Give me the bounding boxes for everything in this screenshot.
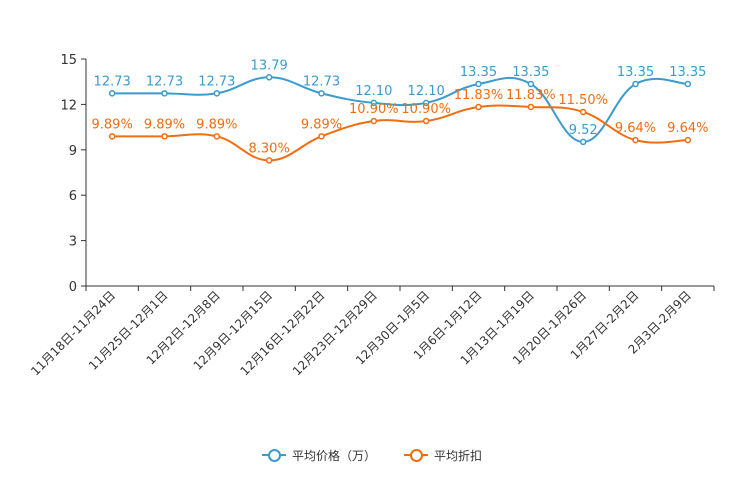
data-point[interactable] bbox=[265, 157, 273, 164]
legend-discount-line-icon bbox=[404, 449, 428, 462]
data-label: 13.35 bbox=[460, 65, 497, 80]
legend-price-line-icon bbox=[261, 449, 286, 462]
data-label: 13.35 bbox=[512, 65, 549, 80]
data-point[interactable] bbox=[475, 103, 482, 111]
data-point[interactable] bbox=[527, 80, 535, 88]
legend-item-discount[interactable]: 平均折扣 bbox=[404, 447, 482, 464]
y-tick-label: 9 bbox=[69, 144, 77, 159]
data-label: 12.10 bbox=[408, 84, 445, 99]
data-point[interactable] bbox=[318, 90, 325, 97]
data-point[interactable] bbox=[632, 136, 639, 144]
data-label: 8.30% bbox=[249, 141, 290, 156]
data-point[interactable] bbox=[265, 74, 273, 81]
data-point[interactable] bbox=[161, 90, 168, 97]
y-tick-label: 3 bbox=[69, 235, 77, 250]
x-tick-label: 11月18日-11月24日 bbox=[28, 288, 118, 378]
data-label: 12.73 bbox=[198, 74, 235, 89]
data-point[interactable] bbox=[632, 80, 639, 88]
data-label: 10.90% bbox=[349, 102, 399, 117]
data-point[interactable] bbox=[318, 133, 325, 140]
data-point[interactable] bbox=[213, 90, 221, 97]
y-tick-label: 15 bbox=[60, 53, 77, 68]
data-label: 13.35 bbox=[617, 65, 654, 80]
data-label: 9.89% bbox=[92, 117, 133, 132]
legend-price-label: 平均价格（万） bbox=[291, 448, 376, 463]
data-label: 11.50% bbox=[558, 93, 608, 108]
data-label: 10.90% bbox=[401, 102, 451, 117]
legend-discount-label: 平均折扣 bbox=[434, 448, 483, 463]
data-label: 9.89% bbox=[301, 117, 342, 132]
data-label: 11.83% bbox=[454, 88, 504, 103]
data-label: 13.79 bbox=[251, 58, 288, 73]
data-point[interactable] bbox=[370, 117, 378, 125]
data-point[interactable] bbox=[422, 117, 430, 125]
data-point[interactable] bbox=[213, 133, 221, 140]
data-point[interactable] bbox=[422, 99, 430, 107]
y-tick-label: 6 bbox=[69, 189, 77, 204]
data-label: 13.35 bbox=[669, 65, 706, 80]
data-point[interactable] bbox=[527, 103, 535, 111]
data-point[interactable] bbox=[684, 80, 692, 88]
data-label: 9.89% bbox=[144, 117, 185, 132]
data-label: 12.73 bbox=[303, 74, 340, 89]
data-point[interactable] bbox=[684, 136, 692, 144]
data-label: 9.64% bbox=[667, 121, 708, 136]
data-label: 12.10 bbox=[355, 84, 392, 99]
data-point[interactable] bbox=[579, 108, 587, 116]
y-tick-label: 0 bbox=[69, 280, 77, 295]
data-label: 9.89% bbox=[196, 117, 237, 132]
legend: 平均价格（万） 平均折扣 bbox=[0, 444, 744, 466]
y-tick-label: 12 bbox=[60, 98, 77, 113]
data-label: 12.73 bbox=[146, 74, 183, 89]
data-point[interactable] bbox=[475, 80, 482, 88]
data-point[interactable] bbox=[370, 99, 378, 107]
legend-item-price[interactable]: 平均价格（万） bbox=[261, 447, 376, 464]
data-point[interactable] bbox=[161, 133, 168, 140]
data-label: 12.73 bbox=[94, 74, 131, 89]
data-point[interactable] bbox=[108, 90, 116, 97]
data-point[interactable] bbox=[579, 138, 587, 146]
data-label: 11.83% bbox=[506, 88, 556, 103]
data-label: 9.64% bbox=[615, 121, 656, 136]
data-label: 9.52 bbox=[569, 123, 598, 138]
series-line-2 bbox=[112, 104, 688, 162]
data-point[interactable] bbox=[108, 133, 116, 140]
